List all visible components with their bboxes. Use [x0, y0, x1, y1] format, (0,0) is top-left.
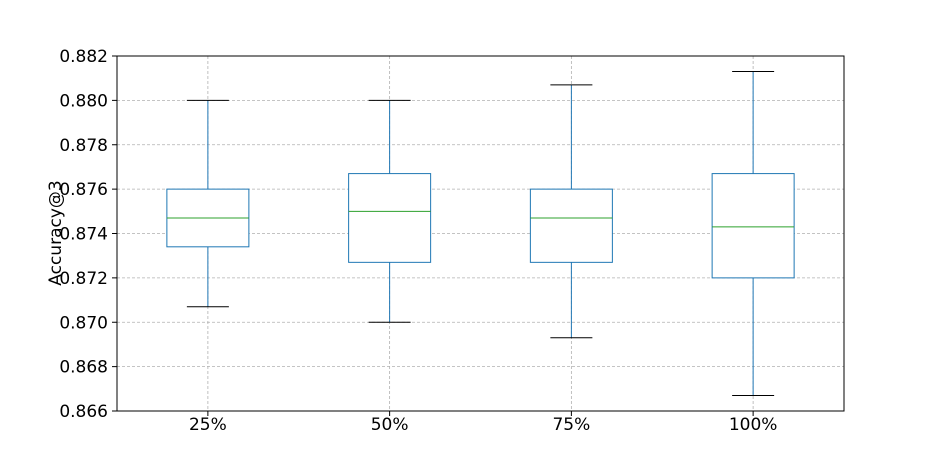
- y-tick-label: 0.878: [59, 136, 108, 156]
- box-layer: [166, 71, 795, 396]
- box-group-0: [166, 99, 250, 308]
- box-group-3: [711, 71, 795, 396]
- x-tick-label: 50%: [371, 415, 409, 435]
- box-group-2: [529, 84, 613, 339]
- y-tick-label: 0.876: [59, 180, 108, 200]
- x-tick-label: 75%: [552, 415, 590, 435]
- y-tick-label: 0.880: [59, 91, 108, 111]
- box: [529, 188, 613, 263]
- y-tick-label: 0.870: [59, 313, 108, 333]
- box-group-1: [348, 99, 432, 323]
- x-tick-label: 25%: [189, 415, 227, 435]
- box: [348, 173, 432, 263]
- y-axis: 0.866 0.868 0.870 0.872 0.874 0.876 0.878 0.880…: [59, 47, 117, 422]
- x-axis: 25% 50% 75% 100%: [189, 411, 777, 435]
- y-tick-label: 0.866: [59, 402, 108, 422]
- y-tick-label: 0.872: [59, 269, 108, 289]
- y-tick-label: 0.882: [59, 47, 108, 67]
- y-tick-label: 0.874: [59, 225, 108, 245]
- x-tick-label: 100%: [729, 415, 778, 435]
- y-tick-label: 0.868: [59, 358, 108, 378]
- box: [711, 173, 795, 279]
- y-axis-label: Accuracy@3: [46, 180, 66, 285]
